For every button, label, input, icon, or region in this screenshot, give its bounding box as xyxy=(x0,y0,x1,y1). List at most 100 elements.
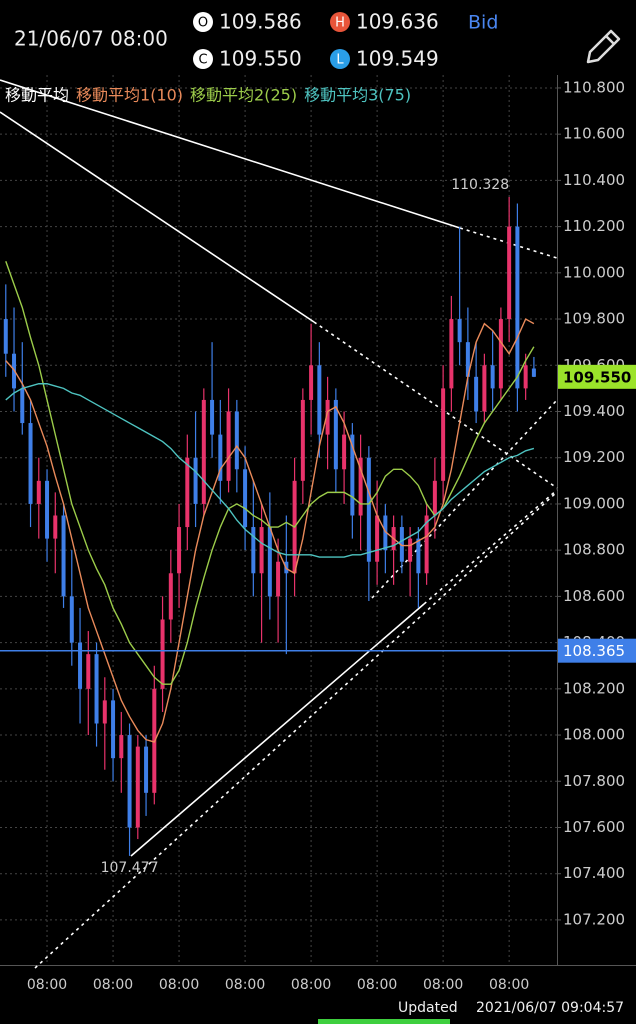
candle-body xyxy=(416,538,421,574)
candle-body xyxy=(259,527,264,574)
candle-body xyxy=(333,399,338,470)
candle-body xyxy=(383,515,388,551)
candle-body xyxy=(135,746,140,828)
candle-body xyxy=(3,319,8,354)
candle-body xyxy=(507,226,512,320)
candle-body xyxy=(177,527,182,574)
trendline xyxy=(130,603,425,857)
x-tick-label: 08:00 xyxy=(225,977,265,993)
y-tick-label: 107.600 xyxy=(563,818,625,836)
candle-body xyxy=(193,457,198,504)
pencil-icon[interactable] xyxy=(586,29,621,64)
y-tick-label: 109.200 xyxy=(563,448,625,466)
y-tick-label: 110.000 xyxy=(563,263,625,281)
candle-body xyxy=(432,480,437,516)
close-tag: C xyxy=(198,53,207,68)
trendline xyxy=(34,491,558,969)
legend-entry: 移動平均2(25) xyxy=(190,86,297,105)
trendline xyxy=(313,321,558,489)
candle-body xyxy=(399,527,404,562)
candle-body xyxy=(226,411,231,481)
candle-body xyxy=(94,654,99,724)
candle-body xyxy=(523,365,528,389)
high-value: 109.636 xyxy=(356,10,439,34)
candle-body xyxy=(78,642,83,689)
open-value: 109.586 xyxy=(219,10,302,34)
y-tick-label: 107.800 xyxy=(563,772,625,790)
y-tick-label: 109.800 xyxy=(563,310,625,328)
candle-body xyxy=(498,319,503,389)
candle-body xyxy=(86,654,91,689)
candle-body xyxy=(531,368,536,377)
candle-body xyxy=(36,480,41,504)
trendline xyxy=(0,111,315,323)
hline-label: 108.365 xyxy=(563,642,625,660)
updated-timestamp: 2021/06/07 09:04:57 xyxy=(476,1000,624,1016)
candle-body xyxy=(300,399,305,481)
last-price-box xyxy=(558,364,636,389)
candle-body xyxy=(317,365,322,435)
y-tick-label: 108.000 xyxy=(563,726,625,744)
candle-body xyxy=(375,515,380,562)
y-tick-label: 107.200 xyxy=(563,910,625,928)
candle-body xyxy=(465,342,470,377)
high-annotation: 110.328 xyxy=(451,177,509,193)
y-tick-label: 110.800 xyxy=(563,78,625,96)
low-value: 109.549 xyxy=(356,47,439,71)
moving-average-line xyxy=(5,383,535,558)
trendline xyxy=(371,399,558,599)
candle-body xyxy=(201,399,206,504)
candle-body xyxy=(366,457,371,562)
candle-body xyxy=(111,700,116,759)
legend-entry: 移動平均1(10) xyxy=(76,86,183,105)
candle-body xyxy=(358,457,363,516)
candle-body xyxy=(325,399,330,435)
y-tick-label: 109.400 xyxy=(563,402,625,420)
trendline xyxy=(0,79,461,229)
candle-body xyxy=(144,746,149,793)
legend-entry: 移動平均3(75) xyxy=(304,86,411,105)
candle-body xyxy=(61,515,66,597)
x-tick-label: 08:00 xyxy=(489,977,529,993)
trendline xyxy=(423,489,558,605)
high-icon xyxy=(330,12,350,32)
price-type: Bid xyxy=(468,12,498,34)
y-tick-label: 109.000 xyxy=(563,494,625,512)
x-tick-label: 08:00 xyxy=(423,977,463,993)
legend: 移動平均 移動平均1(10) 移動平均2(25) 移動平均3(75) xyxy=(5,86,411,105)
datetime: 21/06/07 08:00 xyxy=(14,27,168,51)
open-icon xyxy=(193,12,213,32)
updated-label: Updated xyxy=(398,1000,458,1016)
candle-body xyxy=(457,319,462,343)
x-tick-label: 08:00 xyxy=(291,977,331,993)
candle-body xyxy=(350,434,355,516)
candle-body xyxy=(474,376,479,412)
candle-body xyxy=(102,700,107,724)
candle-body xyxy=(45,480,50,539)
candle-body xyxy=(218,434,223,481)
plot: 110.328 107.477 xyxy=(0,177,557,876)
candle-body xyxy=(210,399,215,435)
y-tick-label: 110.200 xyxy=(563,217,625,235)
candle-body xyxy=(441,388,446,481)
y-tick-label: 110.600 xyxy=(563,125,625,143)
candle-body xyxy=(185,457,190,528)
edit-button[interactable] xyxy=(586,29,621,64)
candle-body xyxy=(449,319,454,389)
candle-body xyxy=(69,596,74,643)
legend-title: 移動平均 xyxy=(5,86,69,105)
high-tag: H xyxy=(335,16,345,31)
candle-body xyxy=(168,573,173,620)
moving-average-line xyxy=(5,261,535,685)
candle-body xyxy=(309,365,314,400)
candle-body xyxy=(482,365,487,412)
candle-body xyxy=(490,365,495,389)
close-icon xyxy=(193,49,213,69)
candle-body xyxy=(119,735,124,759)
candle-body xyxy=(424,515,429,574)
candle-body xyxy=(408,538,413,562)
candle-body xyxy=(267,527,272,597)
candle-body xyxy=(234,411,239,470)
